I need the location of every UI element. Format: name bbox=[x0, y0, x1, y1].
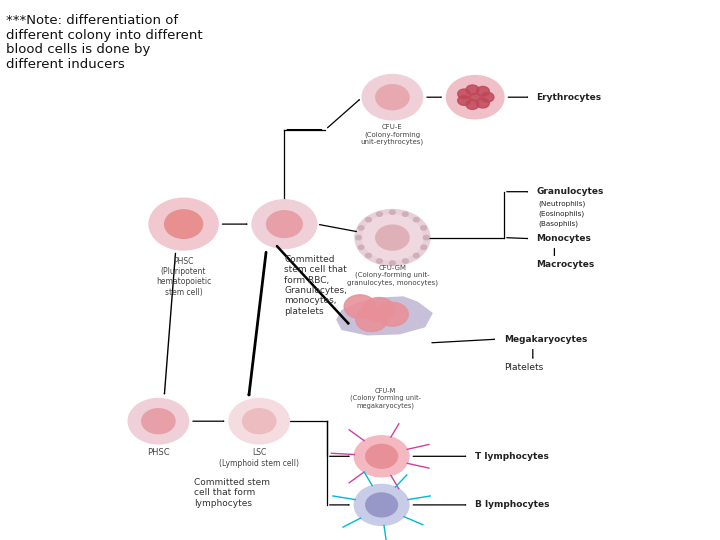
Circle shape bbox=[458, 89, 471, 99]
Text: Monocytes: Monocytes bbox=[536, 234, 591, 243]
Circle shape bbox=[402, 212, 408, 217]
Text: (Eosinophils): (Eosinophils) bbox=[539, 211, 585, 217]
Text: LSC
(Lymphoid stem cell): LSC (Lymphoid stem cell) bbox=[219, 448, 300, 468]
Text: (Neutrophils): (Neutrophils) bbox=[539, 201, 586, 207]
Circle shape bbox=[477, 86, 490, 96]
Circle shape bbox=[356, 308, 387, 332]
Circle shape bbox=[355, 210, 430, 266]
Text: CFU-M
(Colony forming unit-
megakaryocytes): CFU-M (Colony forming unit- megakaryocyt… bbox=[350, 388, 420, 409]
Circle shape bbox=[344, 295, 376, 319]
Circle shape bbox=[366, 253, 372, 258]
Text: T lymphocytes: T lymphocytes bbox=[475, 452, 549, 461]
Circle shape bbox=[420, 226, 426, 230]
Circle shape bbox=[446, 76, 504, 119]
Circle shape bbox=[390, 210, 395, 214]
Text: PHSC: PHSC bbox=[147, 448, 170, 457]
Circle shape bbox=[366, 493, 397, 517]
Circle shape bbox=[149, 198, 218, 250]
Circle shape bbox=[128, 399, 189, 444]
Circle shape bbox=[252, 200, 317, 248]
Circle shape bbox=[356, 235, 361, 240]
Circle shape bbox=[165, 210, 202, 238]
Circle shape bbox=[413, 218, 419, 222]
Text: Macrocytes: Macrocytes bbox=[536, 260, 595, 269]
Circle shape bbox=[354, 484, 409, 525]
Circle shape bbox=[354, 436, 409, 477]
Circle shape bbox=[420, 245, 426, 249]
Circle shape bbox=[363, 298, 395, 321]
Circle shape bbox=[377, 259, 382, 263]
Circle shape bbox=[366, 218, 372, 222]
Text: Erythrocytes: Erythrocytes bbox=[536, 93, 601, 102]
Circle shape bbox=[466, 100, 479, 110]
Circle shape bbox=[458, 96, 471, 105]
Circle shape bbox=[390, 261, 395, 265]
Text: (Basophils): (Basophils) bbox=[539, 220, 579, 227]
Text: ***Note: differentiation of
different colony into different
blood cells is done : ***Note: differentiation of different co… bbox=[6, 14, 202, 71]
Circle shape bbox=[362, 75, 423, 120]
Circle shape bbox=[377, 212, 382, 217]
Text: CFU-E
(Colony-forming
unit-erythrocytes): CFU-E (Colony-forming unit-erythrocytes) bbox=[361, 124, 424, 145]
Text: PHSC
(Pluripotent
hematopoietic
stem cell): PHSC (Pluripotent hematopoietic stem cel… bbox=[156, 256, 211, 296]
Circle shape bbox=[377, 302, 408, 326]
Circle shape bbox=[423, 235, 429, 240]
Text: Megakaryocytes: Megakaryocytes bbox=[504, 335, 588, 343]
Text: CFU-GM
(Colony-forming unit-
granulocytes, monocytes): CFU-GM (Colony-forming unit- granulocyte… bbox=[347, 265, 438, 286]
Text: Committed stem
cell that form
lymphocytes: Committed stem cell that form lymphocyte… bbox=[194, 478, 271, 508]
Polygon shape bbox=[337, 297, 432, 335]
Circle shape bbox=[229, 399, 289, 444]
Circle shape bbox=[266, 211, 302, 238]
Circle shape bbox=[376, 225, 409, 250]
Circle shape bbox=[477, 98, 490, 108]
Circle shape bbox=[142, 409, 175, 434]
Circle shape bbox=[359, 245, 364, 249]
Circle shape bbox=[481, 92, 494, 102]
Circle shape bbox=[402, 259, 408, 263]
Circle shape bbox=[366, 444, 397, 468]
Text: Platelets: Platelets bbox=[504, 363, 544, 372]
Circle shape bbox=[376, 85, 409, 110]
Circle shape bbox=[362, 215, 423, 260]
Circle shape bbox=[466, 85, 479, 94]
Circle shape bbox=[413, 253, 419, 258]
Text: Committed
stem cell that
form RBC,
Granulocytes,
monocytes,
platelets: Committed stem cell that form RBC, Granu… bbox=[284, 255, 347, 316]
Circle shape bbox=[243, 409, 276, 434]
Text: B lymphocytes: B lymphocytes bbox=[475, 501, 549, 509]
Circle shape bbox=[359, 226, 364, 230]
Text: Granulocytes: Granulocytes bbox=[536, 187, 604, 196]
Circle shape bbox=[470, 93, 480, 101]
